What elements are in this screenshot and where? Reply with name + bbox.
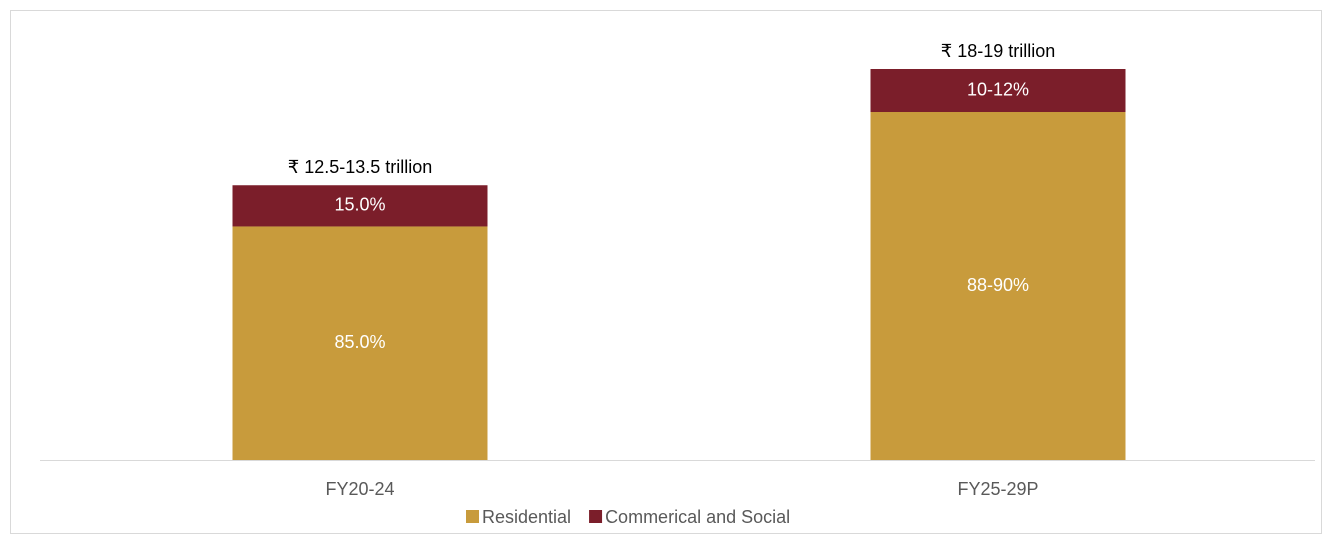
total-label: ₹ 18-19 trillion (941, 41, 1056, 61)
data-label: 15.0% (334, 195, 385, 215)
data-label: 10-12% (967, 79, 1029, 99)
x-tick-label: FY25-29P (957, 479, 1038, 499)
data-label: 88-90% (967, 275, 1029, 295)
legend-label: Commerical and Social (605, 507, 790, 527)
legend-label: Residential (482, 507, 571, 527)
legend-swatch (466, 510, 479, 523)
bar-segment (232, 185, 488, 227)
data-label: 85.0% (334, 332, 385, 352)
bar-segment (870, 69, 1126, 113)
bar-segment (232, 226, 488, 460)
bar-segment (870, 112, 1126, 460)
legend-swatch (589, 510, 603, 523)
total-label: ₹ 12.5-13.5 trillion (288, 157, 433, 177)
x-tick-label: FY20-24 (325, 479, 394, 499)
